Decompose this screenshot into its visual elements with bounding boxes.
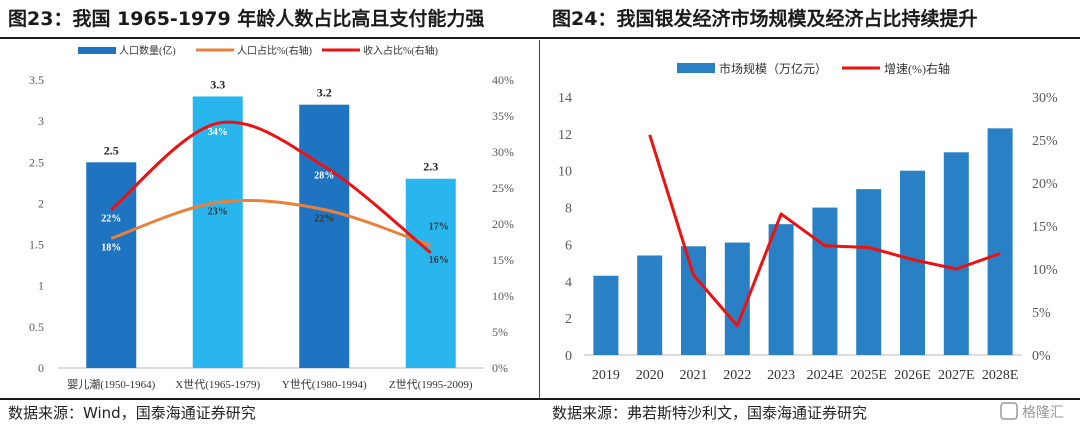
bottom-rule [0,398,1080,400]
y-tick-label: 6 [565,238,572,253]
population-share-label: 17% [429,222,449,233]
market-size-bar [681,246,706,355]
y2-tick-label: 20% [1032,177,1058,192]
x-tick-label: 2027E [938,368,975,383]
y2-tick-label: 15% [1032,220,1058,235]
x-tick-label: 2024E [807,368,844,383]
x-tick-label: 2023 [767,368,795,383]
y-tick-label: 12 [558,128,572,143]
legend-label-market-size: 市场规模（万亿元） [719,61,827,76]
x-tick-label: 2020 [636,368,664,383]
y2-tick-label: 10% [492,289,514,303]
x-tick-label: 2026E [894,368,931,383]
y2-tick-label: 10% [1032,263,1058,278]
y2-tick-label: 30% [492,145,514,159]
x-tick-label: 2021 [680,368,708,383]
right-source-note: 数据来源：弗若斯特沙利文，国泰海通证券研究 [552,404,868,422]
x-tick-label: 2022 [723,368,751,383]
x-tick-label: 2019 [592,368,620,383]
y-tick-label: 10 [558,165,572,180]
x-tick-label: Y世代(1980-1994) [282,378,367,391]
population-share-label: 23% [208,206,228,217]
bar-value-label: 2.5 [104,143,119,157]
population-share-label: 18% [101,242,121,253]
y2-tick-label: 15% [492,253,514,267]
watermark-icon [1000,402,1018,420]
legend-label-growth: 增速(%)右轴 [884,61,950,76]
right-chart-title: 图24：我国银发经济市场规模及经济占比持续提升 [552,8,978,30]
market-size-bar [637,255,663,355]
legend-label-population: 人口数量(亿) [119,44,176,57]
y2-tick-label: 5% [1032,306,1051,321]
y-tick-label: 0 [38,361,44,375]
left-chart-title: 图23：我国 1965-1979 年龄人数占比高且支付能力强 [8,8,485,30]
legend-swatch-population [78,47,116,54]
y-tick-label: 3 [38,114,44,128]
x-tick-label: 婴儿潮(1950-1964) [67,377,155,391]
left-chart: 0 0.5 1 1.5 2 2.5 3 3.5 0% 5% 10% 15% 20% 25% 30% 35% 40… [29,44,514,391]
y-tick-label: 8 [565,202,572,217]
y2-tick-label: 25% [1032,134,1058,149]
bar-value-label: 3.2 [317,86,332,100]
x-tick-label: X世代(1965-1979) [175,378,260,391]
income-share-label: 22% [101,214,121,225]
population-bar [192,96,243,368]
bar-value-label: 2.3 [423,160,438,174]
y-tick-label: 1 [38,279,44,293]
market-size-bar [987,128,1013,355]
legend-label-population-share: 人口占比%(右轴) [237,44,312,57]
y2-tick-label: 30% [1032,91,1058,106]
y2-tick-label: 0% [492,361,508,375]
income-share-line [110,120,432,254]
y2-tick-label: 35% [492,109,514,123]
y-tick-label: 0.5 [29,320,44,334]
y2-tick-label: 20% [492,217,514,231]
population-bar [86,162,137,368]
market-size-bar [812,207,838,355]
income-share-label: 16% [429,255,449,266]
income-share-label: 34% [208,127,228,138]
left-source-note: 数据来源：Wind，国泰海通证券研究 [8,404,256,422]
watermark-text: 格隆汇 [1022,405,1064,421]
y-tick-label: 4 [565,275,572,290]
y-tick-label: 1.5 [29,238,44,252]
watermark-logo: 格隆汇 [1000,400,1078,426]
population-bar [405,178,456,368]
x-tick-label: 2028E [982,368,1019,383]
income-share-label: 28% [314,170,334,181]
market-size-bar [768,224,794,355]
right-chart: 0 2 4 6 8 10 12 14 0% 5% 10% 15% 20% 25% 30% 2019 2020 20… [558,61,1058,383]
market-size-bar [724,242,750,355]
y2-tick-label: 25% [492,181,514,195]
y2-tick-label: 5% [492,325,508,339]
y2-tick-label: 0% [1032,349,1051,364]
watermark-graphic: 格隆汇 [1000,402,1064,421]
market-size-bar [856,189,882,355]
y-tick-label: 2 [38,196,44,210]
y-tick-label: 3.5 [29,73,44,87]
x-tick-label: 2025E [850,368,887,383]
population-share-line [110,198,432,248]
bar-value-label: 3.3 [210,77,225,91]
y2-tick-label: 40% [492,73,514,87]
legend-label-income-share: 收入占比%(右轴) [363,44,438,57]
market-size-bar [943,152,969,355]
population-share-label: 22% [314,214,334,225]
y-tick-label: 14 [558,91,572,106]
growth-rate-line [648,134,1001,328]
y-tick-label: 2 [565,312,572,327]
top-rule [0,37,1080,39]
market-size-bar [593,275,619,355]
y-tick-label: 2.5 [29,155,44,169]
panel-divider [539,40,540,398]
legend-swatch-market-size [677,63,715,73]
y-tick-label: 0 [565,349,572,364]
population-bar [299,104,350,368]
x-tick-label: Z世代(1995-2009) [389,378,473,391]
